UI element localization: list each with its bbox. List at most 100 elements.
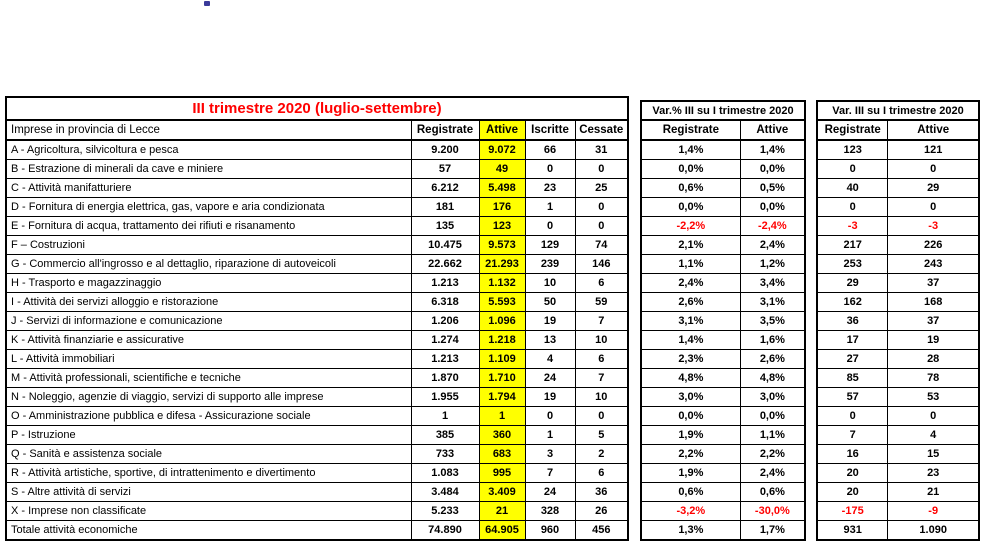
var-abs-table-row: 17 19 — [816, 330, 980, 350]
var-pct-table-row: 0,0% 0,0% — [640, 159, 806, 179]
var-pct-registrate-value: 0,6% — [640, 482, 741, 502]
var-pct-table-row: 2,3% 2,6% — [640, 349, 806, 369]
var-pct-table-row: 1,1% 1,2% — [640, 254, 806, 274]
sector-label: M - Attività professionali, scientifiche… — [5, 368, 412, 388]
attive-value: 5.593 — [478, 292, 526, 312]
var-pct-registrate-value: 0,0% — [640, 197, 741, 217]
main-table-row: Q - Sanità e assistenza sociale 733 683 … — [5, 444, 629, 464]
cessate-value: 0 — [574, 216, 629, 236]
sector-label: R - Attività artistiche, sportive, di in… — [5, 463, 412, 483]
col-header-iscritte: Iscritte — [524, 119, 576, 141]
main-table-title-row: III trimestre 2020 (luglio-settembre) — [5, 96, 629, 121]
registrate-value: 1.083 — [410, 463, 480, 483]
cessate-value: 456 — [574, 520, 629, 541]
var-abs-registrate-value: 85 — [816, 368, 889, 388]
var-abs-registrate-value: 16 — [816, 444, 889, 464]
attive-value: 5.498 — [478, 178, 526, 198]
sector-label: H - Trasporto e magazzinaggio — [5, 273, 412, 293]
var-abs-attive-value: 226 — [887, 235, 980, 255]
var-pct-table-body: 1,4% 1,4% 0,0% 0,0% 0,6% 0,5% 0,0% 0,0% … — [640, 139, 806, 541]
main-table-header-row: Imprese in provincia di Lecce Registrate… — [5, 119, 629, 141]
var-pct-registrate-value: 2,6% — [640, 292, 741, 312]
iscritte-value: 7 — [524, 463, 576, 483]
iscritte-value: 24 — [524, 368, 576, 388]
stray-ink-mark — [204, 1, 210, 6]
var-abs-attive-value: 19 — [887, 330, 980, 350]
cessate-value: 25 — [574, 178, 629, 198]
main-table-row: L - Attività immobiliari 1.213 1.109 4 6 — [5, 349, 629, 369]
iscritte-value: 50 — [524, 292, 576, 312]
iscritte-value: 0 — [524, 159, 576, 179]
var-pct-registrate-value: 1,4% — [640, 330, 741, 350]
var-pct-table-row: 3,1% 3,5% — [640, 311, 806, 331]
var-abs-table-row: -175 -9 — [816, 501, 980, 521]
attive-value: 1.096 — [478, 311, 526, 331]
sector-label: Q - Sanità e assistenza sociale — [5, 444, 412, 464]
var-pct-registrate-value: -3,2% — [640, 501, 741, 521]
var-abs-registrate-value: 0 — [816, 406, 889, 426]
cessate-value: 6 — [574, 349, 629, 369]
iscritte-value: 0 — [524, 216, 576, 236]
var-pct-registrate-value: 1,9% — [640, 463, 741, 483]
var-abs-table-row: 0 0 — [816, 197, 980, 217]
iscritte-value: 328 — [524, 501, 576, 521]
cessate-value: 26 — [574, 501, 629, 521]
var-pct-attive-value: 3,0% — [739, 387, 806, 407]
var-pct-registrate-value: 0,0% — [640, 159, 741, 179]
var-abs-registrate-value: 123 — [816, 139, 889, 160]
registrate-value: 1.274 — [410, 330, 480, 350]
iscritte-value: 0 — [524, 406, 576, 426]
var-pct-attive-value: 1,7% — [739, 520, 806, 541]
attive-value: 1.218 — [478, 330, 526, 350]
main-table-row: S - Altre attività di servizi 3.484 3.40… — [5, 482, 629, 502]
var-abs-registrate-value: -3 — [816, 216, 889, 236]
main-table-row: M - Attività professionali, scientifiche… — [5, 368, 629, 388]
var-abs-table-row: 36 37 — [816, 311, 980, 331]
var-pct-table-row: 2,2% 2,2% — [640, 444, 806, 464]
main-table: III trimestre 2020 (luglio-settembre) Im… — [5, 96, 630, 541]
registrate-value: 1.213 — [410, 273, 480, 293]
var-abs-attive-value: 121 — [887, 139, 980, 160]
var-abs-table-row: 40 29 — [816, 178, 980, 198]
var-pct-attive-value: 4,8% — [739, 368, 806, 388]
iscritte-value: 1 — [524, 425, 576, 445]
iscritte-value: 24 — [524, 482, 576, 502]
attive-value: 995 — [478, 463, 526, 483]
var-pct-table-row: 4,8% 4,8% — [640, 368, 806, 388]
var-abs-table-row: 123 121 — [816, 139, 980, 160]
var-pct-attive-value: -2,4% — [739, 216, 806, 236]
attive-value: 21 — [478, 501, 526, 521]
var-abs-registrate-value: 40 — [816, 178, 889, 198]
var-pct-registrate-value: 4,8% — [640, 368, 741, 388]
var-abs-table-title: Var. III su I trimestre 2020 — [816, 100, 980, 121]
registrate-value: 1.206 — [410, 311, 480, 331]
attive-value: 1.132 — [478, 273, 526, 293]
cessate-value: 0 — [574, 159, 629, 179]
var-abs-attive-value: 23 — [887, 463, 980, 483]
sector-label: O - Amministrazione pubblica e difesa - … — [5, 406, 412, 426]
col-header-registrate: Registrate — [410, 119, 480, 141]
var-pct-table: Var.% III su I trimestre 2020 Registrate… — [640, 100, 806, 541]
var-pct-table-row: 3,0% 3,0% — [640, 387, 806, 407]
cessate-value: 36 — [574, 482, 629, 502]
main-table-row: Totale attività economiche 74.890 64.905… — [5, 520, 629, 541]
col-header-attive: Attive — [478, 119, 526, 141]
var-abs-registrate-value: 0 — [816, 197, 889, 217]
var-pct-table-row: 2,4% 3,4% — [640, 273, 806, 293]
var-abs-table-row: 217 226 — [816, 235, 980, 255]
sector-label: L - Attività immobiliari — [5, 349, 412, 369]
sector-label: C - Attività manifatturiere — [5, 178, 412, 198]
var-abs-table-row: 20 21 — [816, 482, 980, 502]
attive-value: 1.109 — [478, 349, 526, 369]
var-abs-table-row: 85 78 — [816, 368, 980, 388]
var-pct-registrate-value: 1,4% — [640, 139, 741, 160]
sector-label: A - Agricoltura, silvicoltura e pesca — [5, 139, 412, 160]
var-abs-table-row: -3 -3 — [816, 216, 980, 236]
attive-value: 21.293 — [478, 254, 526, 274]
main-table-row: D - Fornitura di energia elettrica, gas,… — [5, 197, 629, 217]
main-table-row: P - Istruzione 385 360 1 5 — [5, 425, 629, 445]
iscritte-value: 4 — [524, 349, 576, 369]
registrate-value: 22.662 — [410, 254, 480, 274]
sector-label: B - Estrazione di minerali da cave e min… — [5, 159, 412, 179]
main-table-row: F – Costruzioni 10.475 9.573 129 74 — [5, 235, 629, 255]
